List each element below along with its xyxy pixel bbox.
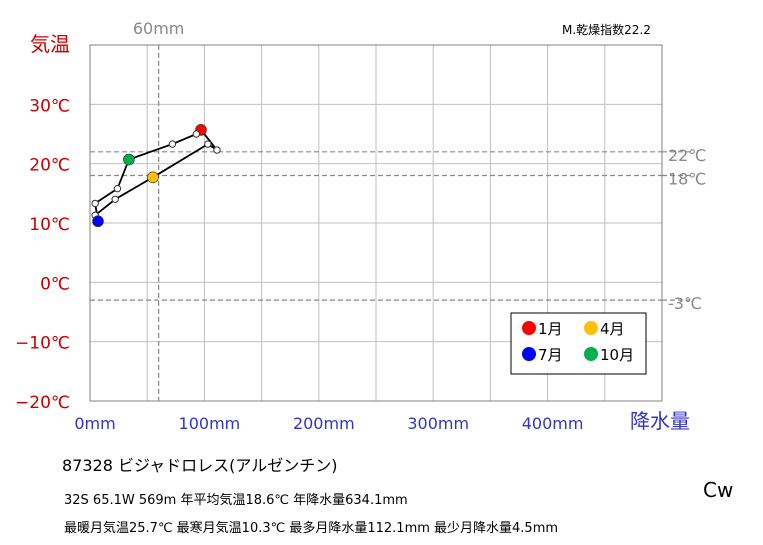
legend-marker-4 <box>584 321 598 335</box>
data-point-month-4 <box>147 171 159 184</box>
legend-label-7: 7月 <box>538 346 563 364</box>
y-tick-label: 20℃ <box>29 156 70 176</box>
ref-label-horizontal: 22℃ <box>668 146 706 165</box>
legend-label-10: 10月 <box>600 346 634 364</box>
reference-lines: 60mm 22℃ 18℃ -3℃ <box>90 19 706 401</box>
data-point-month-9 <box>113 184 122 193</box>
y-tick-label: 0℃ <box>40 274 70 294</box>
data-point-month-12 <box>192 130 201 138</box>
x-tick-labels: 0mm 100mm 200mm 300mm 400mm <box>74 414 583 433</box>
data-point-month-8 <box>91 199 99 208</box>
x-tick-label: 400mm <box>522 414 584 433</box>
data-point-month-3 <box>204 140 212 148</box>
x-tick-label: 200mm <box>293 414 355 433</box>
dryness-index: M.乾燥指数22.2 <box>562 23 651 37</box>
x-tick-label: 300mm <box>407 414 469 433</box>
ref-label-horizontal: 18℃ <box>668 170 706 189</box>
y-tick-label: 30℃ <box>29 96 70 116</box>
x-axis-label: 降水量 <box>630 409 690 433</box>
legend-marker-1 <box>522 321 536 335</box>
data-point-month-7 <box>92 215 104 228</box>
station-extremes: 最暖月気温25.7℃ 最寒月気温10.3℃ 最多月降水量112.1mm 最少月降… <box>64 521 559 536</box>
y-tick-label: −20℃ <box>15 393 70 413</box>
ref-label-horizontal: -3℃ <box>668 294 702 313</box>
data-point-month-2 <box>213 146 221 154</box>
y-tick-label: −10℃ <box>15 334 70 354</box>
station-name: 87328 ビジャドロレス(アルゼンチン) <box>62 456 338 475</box>
x-tick-label: 0mm <box>74 414 115 433</box>
data-point-month-10 <box>123 153 135 166</box>
data-point-month-11 <box>168 140 177 148</box>
ref-label-vertical: 60mm <box>133 19 185 38</box>
x-tick-label: 100mm <box>179 414 241 433</box>
y-tick-label: 10℃ <box>29 215 70 235</box>
y-tick-labels: −20℃ −10℃ 0℃ 10℃ 20℃ 30℃ <box>15 96 70 413</box>
legend-marker-7 <box>522 347 536 361</box>
legend: 1月 4月 7月 10月 <box>510 312 647 375</box>
legend-marker-10 <box>584 347 598 361</box>
station-coords: 32S 65.1W 569m 年平均気温18.6℃ 年降水量634.1mm <box>64 493 408 508</box>
data-point-month-5 <box>111 195 119 203</box>
legend-label-4: 4月 <box>600 320 625 338</box>
climate-code: Cw <box>703 478 734 502</box>
data-layer <box>91 124 221 228</box>
plot-frame <box>89 44 663 402</box>
y-axis-label: 気温 <box>30 32 70 56</box>
legend-label-1: 1月 <box>538 320 563 338</box>
